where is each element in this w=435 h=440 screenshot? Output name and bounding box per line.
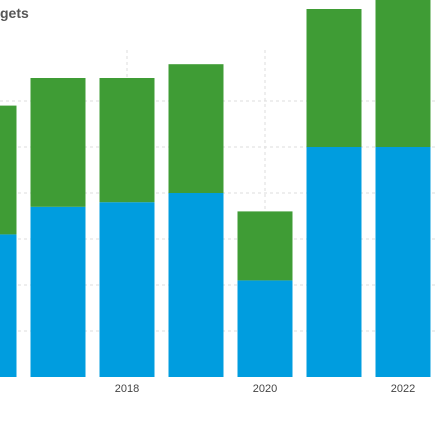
bar-series-2 [306, 9, 362, 147]
bar-series-2 [237, 211, 293, 281]
bar-series-2 [99, 78, 155, 203]
bar-series-1 [0, 234, 17, 377]
bar-series-2 [30, 78, 86, 207]
bars-layer [0, 0, 431, 377]
x-tick-label: 2018 [115, 383, 139, 395]
bar-series-1 [99, 202, 155, 377]
bar-series-1 [237, 280, 293, 377]
bar-series-1 [30, 206, 86, 377]
bar-series-1 [168, 193, 224, 377]
bar-series-2 [168, 64, 224, 193]
bar-series-1 [375, 147, 431, 377]
x-tick-labels: 2018 2020 2022 [115, 383, 415, 395]
x-tick-label: 2022 [391, 383, 415, 395]
bar-series-2 [0, 105, 17, 235]
bar-series-2 [375, 0, 431, 147]
x-tick-label: 2020 [253, 383, 277, 395]
chart-title: gets [0, 5, 29, 21]
bar-series-1 [306, 147, 362, 377]
